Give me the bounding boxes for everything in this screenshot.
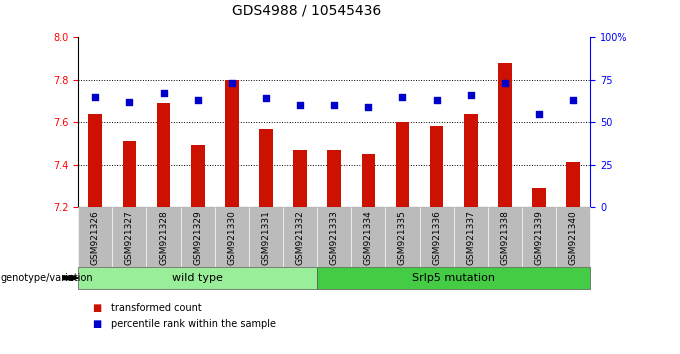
Text: GSM921333: GSM921333 (330, 210, 339, 265)
Text: GSM921336: GSM921336 (432, 210, 441, 265)
Bar (88, 114, 102, 207)
Point (294, 102, 305, 108)
Point (328, 102, 339, 108)
Bar (396, 122, 409, 207)
Text: GSM921329: GSM921329 (193, 210, 202, 264)
Bar (122, 141, 136, 207)
Point (534, 111, 545, 116)
Point (363, 104, 374, 110)
Point (158, 90, 169, 96)
Bar (327, 150, 341, 207)
Bar (259, 129, 273, 207)
Text: GSM921337: GSM921337 (466, 210, 475, 265)
Text: Srlp5 mutation: Srlp5 mutation (412, 273, 495, 283)
Point (499, 80, 510, 86)
Bar (498, 63, 512, 207)
Text: ■: ■ (92, 319, 101, 329)
Point (124, 99, 135, 104)
Text: GSM921335: GSM921335 (398, 210, 407, 265)
Text: GSM921328: GSM921328 (159, 210, 168, 264)
Point (260, 96, 271, 101)
Text: ■: ■ (92, 303, 101, 313)
Bar (464, 114, 477, 207)
Text: percentile rank within the sample: percentile rank within the sample (111, 319, 276, 329)
Text: GSM921326: GSM921326 (90, 210, 100, 264)
Text: GSM921327: GSM921327 (125, 210, 134, 264)
Text: GSM921339: GSM921339 (534, 210, 543, 265)
Bar (156, 103, 171, 207)
Text: transformed count: transformed count (111, 303, 201, 313)
Text: genotype/variation: genotype/variation (1, 273, 93, 283)
Text: GSM921330: GSM921330 (227, 210, 237, 265)
Bar (191, 145, 205, 207)
Bar (362, 154, 375, 207)
Point (568, 97, 579, 103)
Bar (566, 162, 580, 207)
Point (226, 80, 237, 86)
Text: GSM921340: GSM921340 (568, 210, 578, 264)
Bar (293, 150, 307, 207)
Text: GSM921331: GSM921331 (261, 210, 271, 265)
Text: wild type: wild type (172, 273, 223, 283)
Text: GSM921332: GSM921332 (296, 210, 305, 264)
Point (431, 97, 442, 103)
Bar (532, 188, 546, 207)
Point (397, 94, 408, 99)
Bar (430, 126, 443, 207)
Point (90, 94, 101, 99)
Text: GDS4988 / 10545436: GDS4988 / 10545436 (233, 4, 381, 18)
Text: GSM921338: GSM921338 (500, 210, 509, 265)
Point (465, 92, 476, 98)
Text: GSM921334: GSM921334 (364, 210, 373, 264)
Bar (225, 80, 239, 207)
Point (192, 97, 203, 103)
